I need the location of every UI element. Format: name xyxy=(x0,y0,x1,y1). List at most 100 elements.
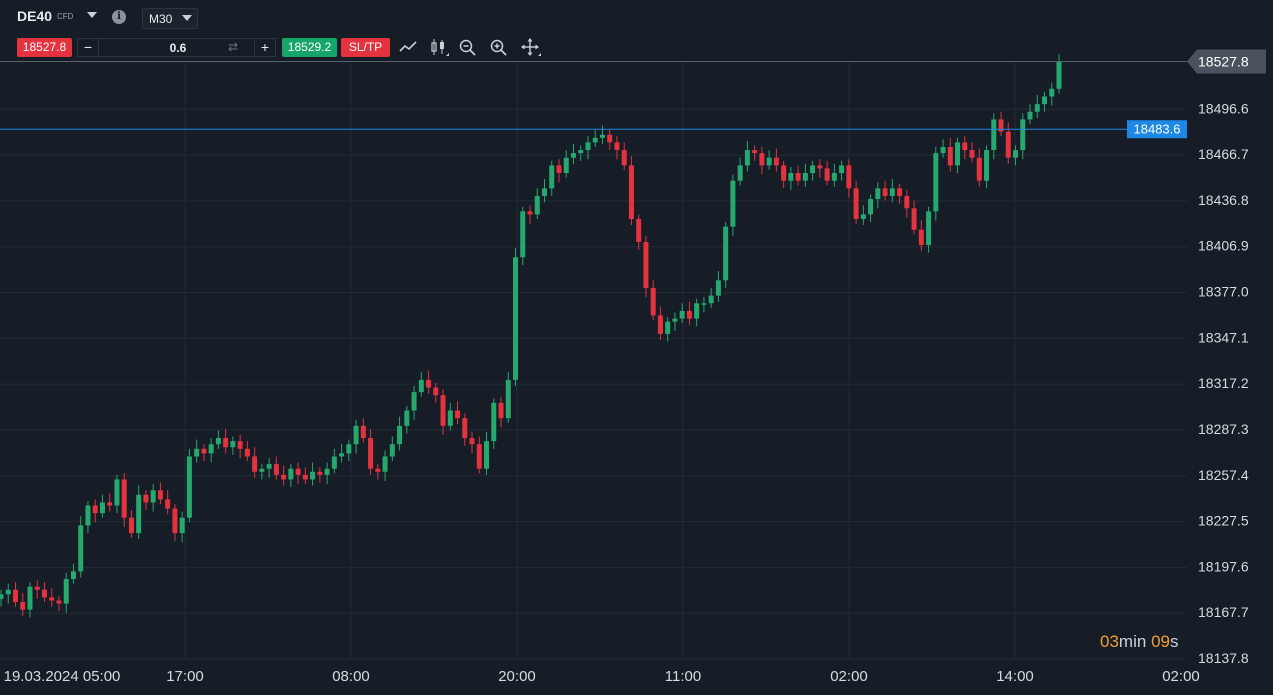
candle-body xyxy=(41,589,47,598)
sl-tp-button[interactable]: SL/TP xyxy=(341,38,390,57)
candle-body xyxy=(346,444,352,454)
candle-body xyxy=(389,444,395,457)
candle-body xyxy=(1005,131,1011,158)
candle-body xyxy=(679,310,685,319)
candle-body xyxy=(12,589,18,603)
candle-body xyxy=(976,157,982,181)
candle-body xyxy=(513,257,519,380)
candle-body xyxy=(288,468,294,480)
y-tick-label: 18377.0 xyxy=(1198,284,1249,300)
timeframe-chevron-down-icon xyxy=(182,15,192,21)
candle-body xyxy=(752,150,758,154)
candle-body xyxy=(302,474,308,480)
candle-body xyxy=(157,490,163,500)
candle-body xyxy=(918,229,924,246)
candle-body xyxy=(252,456,258,472)
candle-body xyxy=(730,180,736,227)
y-tick-label: 18466.7 xyxy=(1198,146,1249,162)
candle-body xyxy=(281,474,287,480)
candle-body xyxy=(570,153,576,158)
zoom-out-icon[interactable] xyxy=(457,37,479,57)
candle-body xyxy=(744,150,750,166)
y-tick-label: 18167.7 xyxy=(1198,604,1249,620)
candle-body xyxy=(694,303,700,319)
candle-body xyxy=(469,438,475,445)
candle-body xyxy=(955,142,961,166)
buy-price-button[interactable]: 18529.2 xyxy=(282,38,337,57)
y-tick-label: 18436.8 xyxy=(1198,192,1249,208)
price-lines: 18483.6 18527.8 xyxy=(0,49,1266,139)
candle-body xyxy=(817,165,823,169)
candle-body xyxy=(324,468,330,475)
candle-body xyxy=(310,471,316,480)
x-tick-label: 02:00 xyxy=(830,668,868,685)
candle-body xyxy=(121,479,127,518)
candle-body xyxy=(650,287,656,316)
x-tick-label: 14:00 xyxy=(996,668,1034,685)
candle-body xyxy=(491,402,497,442)
candle-body xyxy=(969,150,975,158)
decrease-quantity-button[interactable]: − xyxy=(78,39,99,56)
candle-body xyxy=(585,142,591,151)
candle-body xyxy=(846,165,852,189)
candle-body xyxy=(447,410,453,426)
candle-body xyxy=(440,395,446,426)
candle-body xyxy=(150,490,156,503)
candle-body xyxy=(715,280,721,296)
candle-body xyxy=(186,456,192,518)
candle-body xyxy=(607,134,613,143)
candle-body xyxy=(882,188,888,197)
candle-body xyxy=(476,444,482,469)
candle-body xyxy=(781,165,787,181)
candle-body xyxy=(49,597,55,601)
candle-body xyxy=(128,517,134,534)
candle-body xyxy=(244,448,250,457)
x-tick-label: 19.03.2024 05:00 xyxy=(4,668,121,685)
y-tick-label: 18317.2 xyxy=(1198,375,1249,391)
line-chart-icon[interactable] xyxy=(397,37,419,57)
candlestick-icon[interactable] xyxy=(428,37,450,57)
candle-body xyxy=(578,150,584,154)
increase-quantity-button[interactable]: + xyxy=(254,39,275,56)
candle-body xyxy=(92,505,98,514)
move-icon[interactable] xyxy=(519,37,541,57)
candle-body xyxy=(136,494,142,534)
candle-body xyxy=(723,226,729,281)
candles xyxy=(0,53,1062,618)
candle-body xyxy=(737,165,743,181)
sell-price-button[interactable]: 18527.8 xyxy=(17,38,72,57)
swap-icon[interactable]: ⇄ xyxy=(228,40,239,54)
candle-body xyxy=(824,168,830,181)
timeframe-label: M30 xyxy=(149,12,173,26)
candle-body xyxy=(498,402,504,419)
candle-body xyxy=(1020,119,1026,151)
candle-body xyxy=(831,173,837,181)
candle-body xyxy=(223,438,229,448)
zoom-in-icon[interactable] xyxy=(488,37,510,57)
quantity-input[interactable]: 0.6 xyxy=(169,41,187,55)
candle-body xyxy=(331,456,337,469)
candle-body xyxy=(353,425,359,445)
candle-body xyxy=(56,600,62,604)
candle-body xyxy=(34,586,40,590)
x-tick-label: 02:00 xyxy=(1162,668,1200,685)
y-tick-label: 18227.5 xyxy=(1198,513,1249,529)
info-icon[interactable]: i xyxy=(112,10,126,24)
candle-body xyxy=(788,173,794,181)
timeframe-select[interactable]: M30 xyxy=(142,8,198,29)
countdown-sec-unit: s xyxy=(1169,632,1179,651)
quantity-stepper[interactable]: − 0.6 ⇄ + xyxy=(77,38,276,57)
candle-body xyxy=(897,188,903,197)
candle-body xyxy=(5,589,11,595)
candle-body xyxy=(230,441,236,448)
candle-body xyxy=(541,188,547,197)
candle-body xyxy=(643,241,649,288)
candle-countdown-timer: 03min 09s xyxy=(1100,632,1178,652)
candle-body xyxy=(1042,96,1048,105)
symbol-dropdown-chevron-down-icon[interactable] xyxy=(87,12,97,18)
candle-body xyxy=(266,464,272,469)
level-line-label: 18483.6 xyxy=(1134,122,1181,137)
symbol-name[interactable]: DE40 xyxy=(17,8,53,24)
candle-body xyxy=(1027,111,1033,120)
